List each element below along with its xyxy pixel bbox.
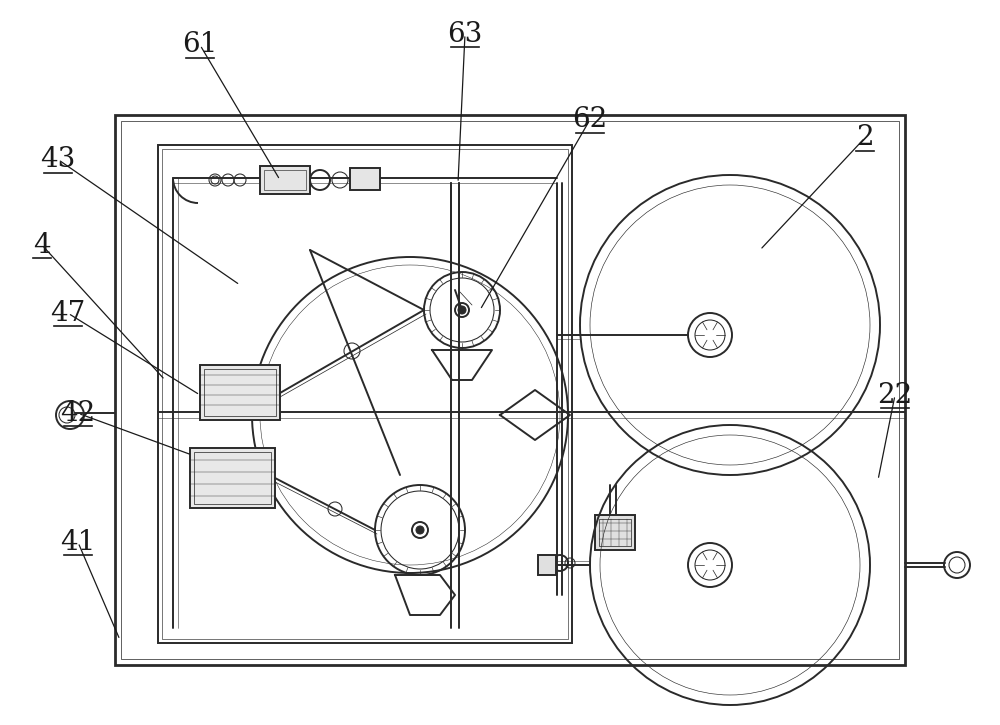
Text: 43: 43	[40, 146, 76, 173]
Text: 62: 62	[572, 106, 608, 133]
Text: 47: 47	[50, 299, 86, 327]
Circle shape	[416, 526, 424, 534]
Bar	[260, 166, 310, 194]
Text: 4: 4	[33, 231, 51, 259]
Text: 22: 22	[877, 381, 913, 409]
Text: 2: 2	[856, 124, 874, 152]
Bar	[595, 515, 635, 550]
Text: 63: 63	[447, 20, 483, 48]
Bar	[115, 115, 905, 665]
Bar	[264, 170, 306, 190]
Circle shape	[458, 306, 466, 314]
Bar	[121, 121, 899, 659]
Bar	[158, 145, 572, 643]
Text: 41: 41	[60, 529, 96, 556]
Bar	[350, 168, 380, 190]
Bar	[599, 519, 631, 546]
Bar	[190, 448, 275, 508]
Bar	[194, 452, 271, 504]
Text: 61: 61	[182, 31, 218, 59]
Bar	[204, 369, 276, 416]
Text: 42: 42	[60, 399, 96, 427]
Bar	[538, 555, 556, 575]
Bar	[200, 365, 280, 420]
Bar	[162, 149, 568, 639]
